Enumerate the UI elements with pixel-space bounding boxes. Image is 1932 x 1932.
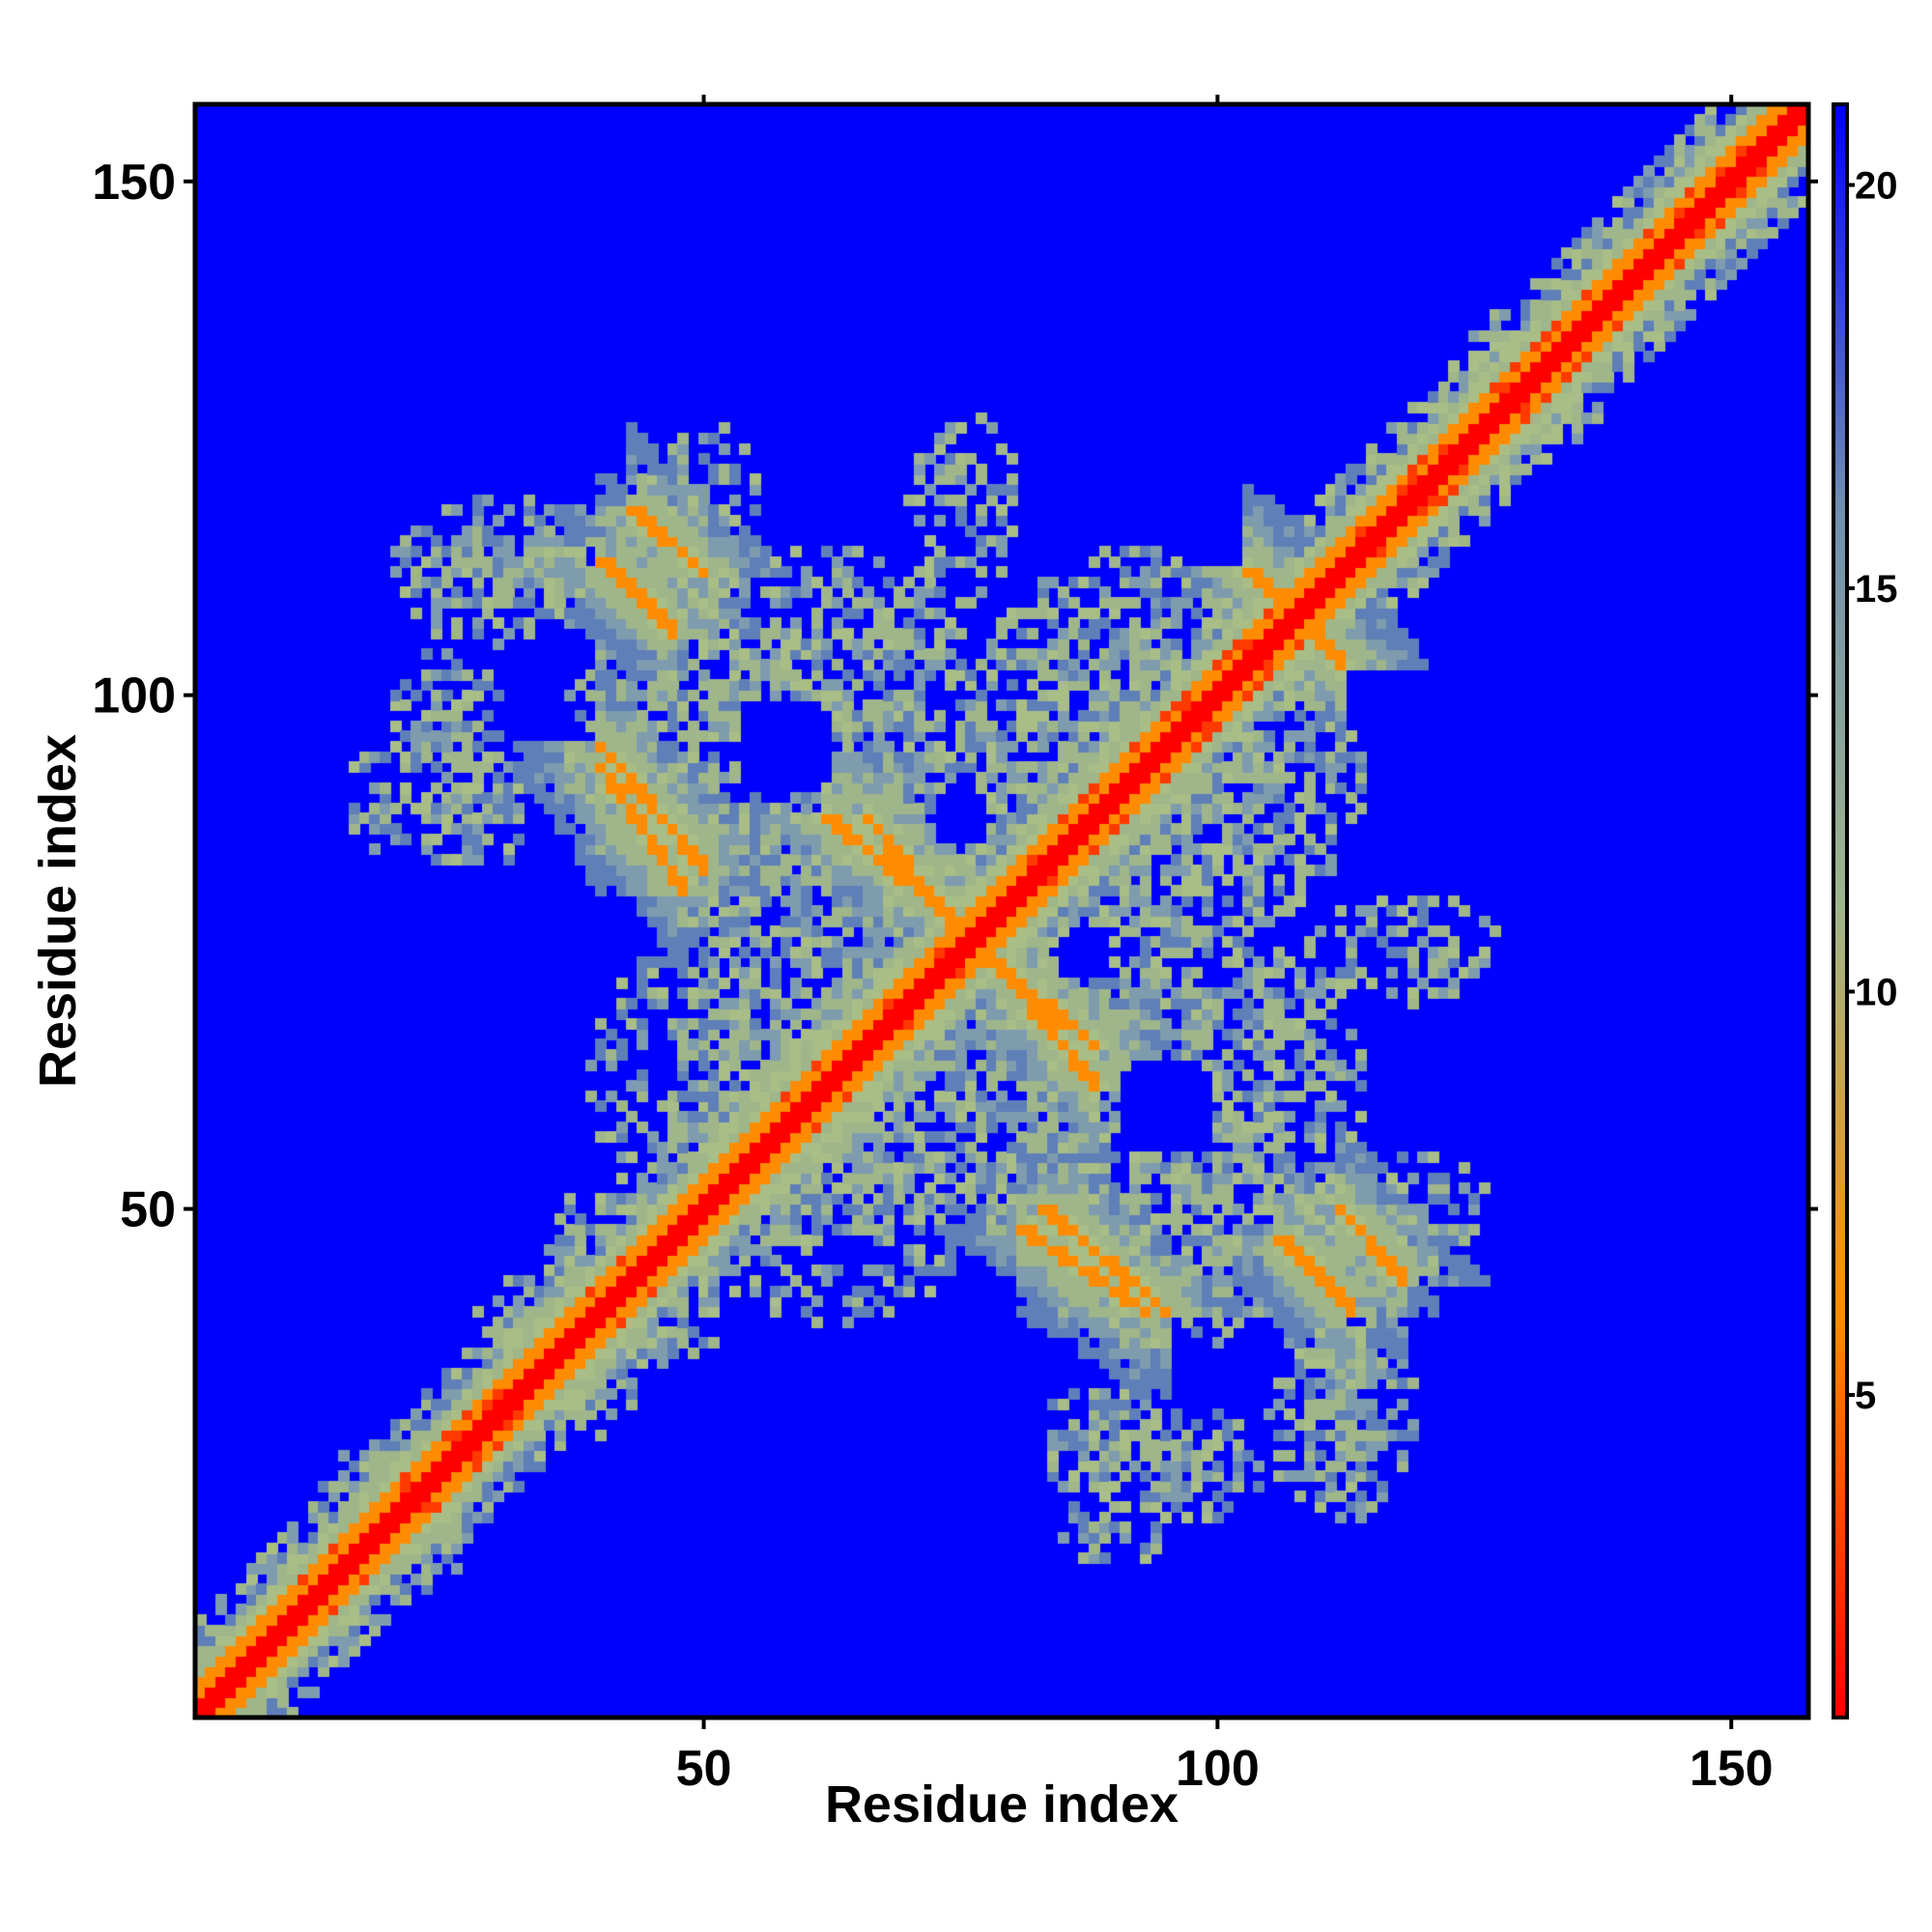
- heatmap-canvas-group: [192, 101, 1811, 1720]
- colorbar-tick-label: 15: [1855, 568, 1898, 611]
- x-tick-label: 150: [1690, 1741, 1774, 1797]
- x-tick-label: 100: [1176, 1741, 1260, 1797]
- y-tick-label: 50: [120, 1181, 176, 1237]
- colorbar-gradient: [1832, 102, 1849, 1719]
- y-tick-label: 150: [92, 155, 176, 211]
- colorbar-ticks: 5 10 15 20: [1847, 165, 1898, 1417]
- x-axis: 50 100 150: [676, 95, 1774, 1797]
- colorbar-tick-label: 10: [1855, 972, 1898, 1014]
- y-axis-title: Residue index: [29, 734, 87, 1088]
- colorbar-tick-label: 5: [1855, 1375, 1876, 1417]
- colorbar-tick-label: 20: [1855, 165, 1898, 208]
- x-axis-title: Residue index: [825, 1776, 1179, 1833]
- y-axis: 50 100 150: [92, 155, 1818, 1237]
- heatmap-cells: [195, 104, 1808, 1718]
- x-tick-label: 50: [676, 1741, 732, 1797]
- colorbar: 5 10 15 20: [1832, 102, 1898, 1719]
- plot-frame: [192, 101, 1811, 1720]
- y-tick-label: 100: [92, 668, 176, 724]
